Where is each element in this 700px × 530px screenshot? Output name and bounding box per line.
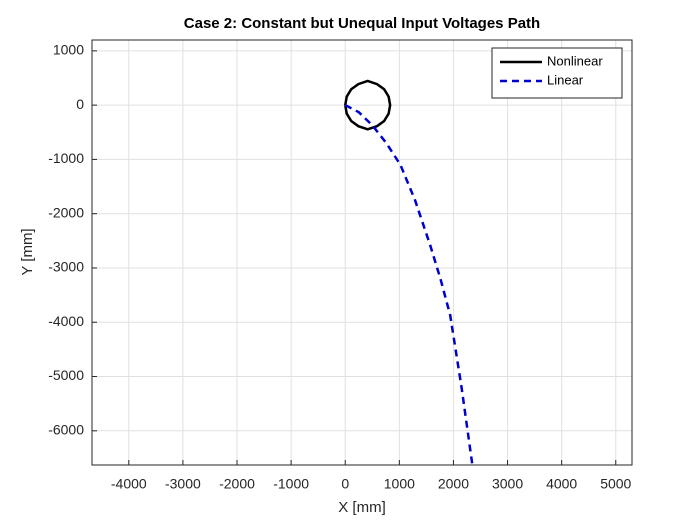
y-tick-label: 0 [76,96,84,112]
x-tick-label: 5000 [600,476,631,492]
x-axis-label: X [mm] [338,499,386,516]
x-tick-label: -3000 [165,476,201,492]
lines [343,79,474,465]
series-line [343,79,392,131]
legend: Nonlinear Linear [491,47,623,99]
y-tick-label: -6000 [48,422,84,438]
y-tick-label: 1000 [53,42,84,58]
x-tick-label: -2000 [219,476,255,492]
y-tick-label: -2000 [48,204,84,220]
x-tick-label: -4000 [111,476,147,492]
legend-label: Linear [547,72,584,87]
x-tick-label: -1000 [273,476,309,492]
y-tick-label: -3000 [48,259,84,275]
chart-title: Case 2: Constant but Unequal Input Volta… [184,15,540,32]
x-tick-label: 0 [341,476,349,492]
legend-box [491,47,623,99]
y-tick-label: -5000 [48,367,84,383]
x-tick-label: 2000 [438,476,469,492]
series-line [344,104,474,465]
x-tick-label: 3000 [492,476,523,492]
y-tick-label: -4000 [48,313,84,329]
plot-area [92,40,632,465]
y-tick-label: -1000 [48,150,84,166]
x-tick-label: 1000 [384,476,415,492]
x-tick-label: 4000 [546,476,577,492]
grid [92,40,632,465]
axes-box [91,39,633,466]
y-axis-label: Y [mm] [19,228,36,275]
legend-label: Nonlinear [547,53,603,68]
